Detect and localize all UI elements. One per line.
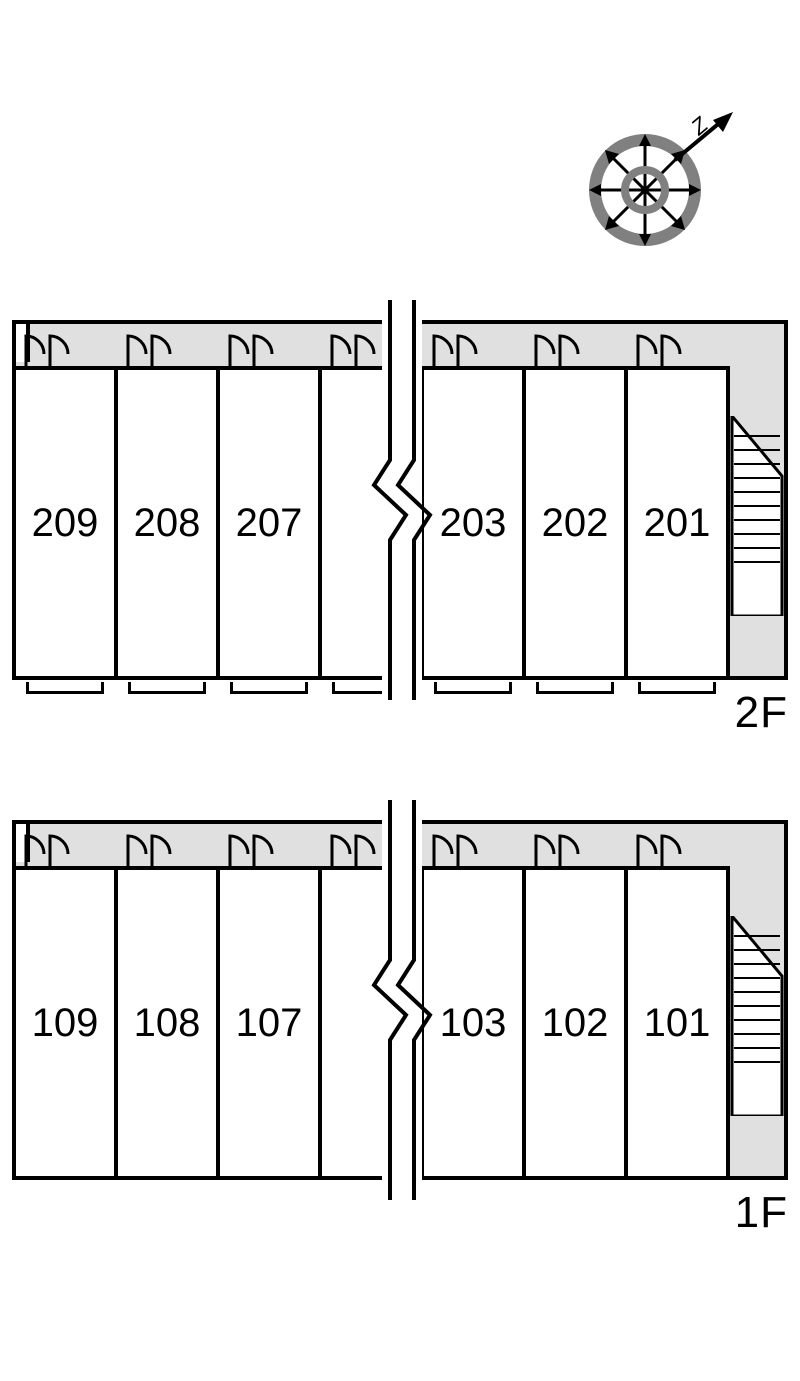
unit-201: 201 xyxy=(628,366,730,676)
compass-north-label: Z xyxy=(685,111,713,140)
unit-209: 209 xyxy=(16,366,118,676)
compass: Z xyxy=(575,100,735,260)
unit-202: 202 xyxy=(526,366,628,676)
door-row xyxy=(16,324,730,366)
staircase xyxy=(730,366,784,676)
unit-103: 103 xyxy=(424,866,526,1176)
floor-2-plan: 209 208 207 203 202 201 xyxy=(12,320,788,680)
door-row xyxy=(16,824,730,866)
unit-109: 109 xyxy=(16,866,118,1176)
unit-208: 208 xyxy=(118,366,220,676)
unit-207: 207 xyxy=(220,366,322,676)
floor-1-label: 1F xyxy=(735,1188,788,1238)
units-row: 109 108 107 103 102 101 xyxy=(16,866,730,1176)
balcony-row xyxy=(16,680,730,694)
unit-203: 203 xyxy=(424,366,526,676)
unit-102: 102 xyxy=(526,866,628,1176)
floor-2-label: 2F xyxy=(735,688,788,738)
unit-101: 101 xyxy=(628,866,730,1176)
unit-break xyxy=(322,866,424,1176)
unit-108: 108 xyxy=(118,866,220,1176)
floor-1-plan: 109 108 107 103 102 101 xyxy=(12,820,788,1180)
unit-break xyxy=(322,366,424,676)
units-row: 209 208 207 203 202 201 xyxy=(16,366,730,676)
staircase xyxy=(730,866,784,1176)
unit-107: 107 xyxy=(220,866,322,1176)
